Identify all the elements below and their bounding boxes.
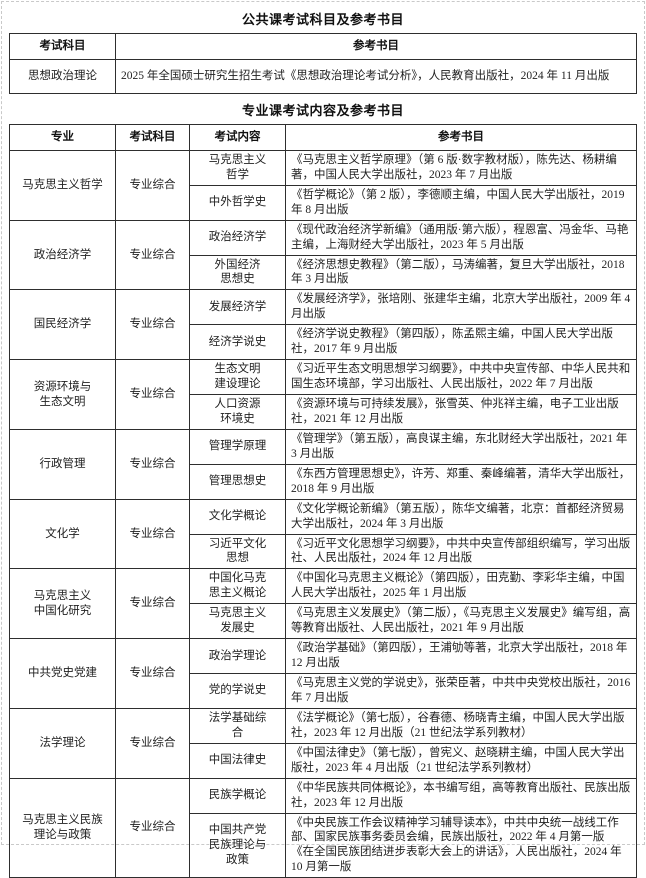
books-cell: 《东西方管理思想史》，许芳、郑重、秦峰编著，清华大学出版社，2018 年 9 月…: [285, 463, 637, 500]
exam-content-cell: 生态文明 建设理论: [189, 359, 286, 395]
major-cell: 资源环境与 生态文明: [9, 359, 116, 430]
exam-content-cell: 文化学概论: [189, 498, 286, 535]
major-cell: 国民经济学: [9, 289, 116, 361]
exam-content-cell: 管理思想史: [189, 463, 286, 500]
public-header-books: 参考书目: [115, 33, 637, 60]
major-cell: 法学理论: [9, 707, 116, 779]
exam-content-cell: 外国经济 思想史: [189, 254, 286, 291]
exam-content-cell: 经济学说史: [189, 324, 286, 361]
books-cell: 《文化学概论新编》（第五版），陈华文编著，北京：首都经济贸易大学出版社，2024…: [285, 498, 637, 535]
exam-content-cell: 人口资源 环境史: [189, 394, 286, 430]
exam-content-cell: 中外哲学史: [189, 184, 286, 221]
exam-subject-cell: 专业综合: [115, 428, 190, 500]
public-courses-table: 考试科目 参考书目 思想政治理论 2025 年全国硕士研究生招生考试《思想政治理论…: [9, 33, 637, 94]
major-cell: 文化学: [9, 498, 116, 570]
exam-content-cell: 民族学概论: [189, 777, 286, 814]
major-cell: 行政管理: [9, 428, 116, 500]
major-cell: 中共党史党建: [9, 638, 116, 709]
professional-courses-table: 专业 考试科目 考试内容 参考书目 马克思主义哲学 专业综合 马克思主义 哲学 《马克…: [9, 123, 637, 878]
books-cell: 《政治学基础》（第四版），王浦劬等著，北京大学出版社，2018 年 12 月出版: [285, 638, 637, 674]
books-cell: 《法学概论》（第七版），谷春德、杨晓青主编，中国人民大学出版社，2023 年 1…: [285, 707, 637, 744]
public-table-row: 思想政治理论 2025 年全国硕士研究生招生考试《思想政治理论考试分析》，人民教育…: [9, 58, 637, 94]
professional-table-header-row: 专业 考试科目 考试内容 参考书目: [9, 123, 637, 151]
exam-content-cell: 发展经济学: [189, 289, 286, 326]
professional-table-row: 外国经济 思想史 《经济思想史教程》（第二版），马涛编著，复旦大学出版社，2018…: [10, 254, 637, 291]
professional-header-books: 参考书目: [285, 123, 637, 151]
books-cell: 《马克思主义哲学原理》（第 6 版·数字教材版），陈先达、杨耕编著，中国人民大学…: [285, 149, 637, 186]
professional-table-row: 行政管理 专业综合 管理学原理 《管理学》（第五版），高良谋主编，东北财经大学出版社，…: [9, 428, 637, 500]
books-cell: 《中国法律史》（第七版），曾宪义、赵晓耕主编，中国人民大学出版社，2023 年 …: [285, 742, 637, 779]
exam-content-cell: 政治学理论: [189, 638, 286, 674]
books-cell: 《习近平生态文明思想学习纲要》，中共中央宣传部、中华人民共和国生态环境部，学习出…: [285, 359, 637, 395]
professional-table-row: 中外哲学史 《哲学概论》（第 2 版），李德顺主编，中国人民大学出版社，2019 …: [10, 184, 637, 221]
exam-content-cell: 中国法律史: [189, 742, 286, 779]
major-cell: 马克思主义 中国化研究: [9, 568, 116, 640]
professional-table-row: 人口资源 环境史 《资源环境与可持续发展》，张雪英、仲兆祥主编，电子工业出版社，2…: [10, 394, 637, 430]
professional-header-exam-content: 考试内容: [189, 123, 286, 151]
professional-table-row: 中共党史党建 专业综合 政治学理论 《政治学基础》（第四版），王浦劬等著，北京大学出版…: [9, 638, 637, 709]
exam-subject-cell: 专业综合: [115, 638, 190, 709]
books-cell: 《中国化马克思主义概论》（第四版），田克勤、李彩华主编，中国人民大学出版社，20…: [285, 568, 637, 605]
public-header-exam-subject: 考试科目: [9, 33, 116, 60]
exam-content-cell: 习近平文化 思想: [189, 533, 286, 570]
exam-content-cell: 中国化马克 思主义概论: [189, 568, 286, 605]
books-cell: 《马克思主义发展史》（第二版），《马克思主义发展史》编写组，高等教育出版社、人民…: [285, 603, 637, 640]
exam-subject-cell: 专业综合: [115, 359, 190, 430]
exam-subject-cell: 思想政治理论: [9, 58, 116, 94]
exam-content-cell: 政治经济学: [189, 219, 286, 256]
books-cell: 《经济思想史教程》（第二版），马涛编著，复旦大学出版社，2018 年 3 月出版: [285, 254, 637, 291]
exam-subject-cell: 专业综合: [115, 149, 190, 221]
exam-content-cell: 中国共产党 民族理论与 政策: [189, 812, 286, 878]
exam-subject-cell: 专业综合: [115, 289, 190, 361]
exam-content-cell: 管理学原理: [189, 428, 286, 465]
major-cell: 马克思主义哲学: [9, 149, 116, 221]
exam-subject-cell: 专业综合: [115, 707, 190, 779]
professional-table-row: 党的学说史 《马克思主义党的学说史》，张荣臣著，中共中央党校出版社，2016 年 …: [10, 673, 637, 709]
professional-courses-title: 专业课考试内容及参考书目: [241, 102, 404, 118]
books-cell: 2025 年全国硕士研究生招生考试《思想政治理论考试分析》，人民教育出版社，20…: [115, 58, 637, 94]
professional-table-row: 经济学说史 《经济学说史教程》（第四版），陈孟熙主编，中国人民大学出版社，2017…: [10, 324, 637, 361]
books-cell: 《习近平文化思想学习纲要》，中共中央宣传部组织编写，学习出版社、人民出版社，20…: [285, 533, 637, 570]
professional-header-major: 专业: [9, 123, 116, 151]
professional-table-row: 资源环境与 生态文明 专业综合 生态文明 建设理论 《习近平生态文明思想学习纲要》，中…: [9, 359, 637, 430]
professional-table-row: 马克思主义哲学 专业综合 马克思主义 哲学 《马克思主义哲学原理》（第 6 版·数字教…: [9, 149, 637, 221]
public-table-header-row: 考试科目 参考书目: [9, 33, 637, 60]
books-cell: 《经济学说史教程》（第四版），陈孟熙主编，中国人民大学出版社，2017 年 9 …: [285, 324, 637, 361]
exam-subject-cell: 专业综合: [115, 498, 190, 570]
exam-subject-cell: 专业综合: [115, 219, 190, 291]
major-cell: 政治经济学: [9, 219, 116, 291]
professional-table-row: 马克思主义 中国化研究 专业综合 中国化马克 思主义概论 《中国化马克思主义概论》（第…: [9, 568, 637, 640]
professional-table-row: 管理思想史 《东西方管理思想史》，许芳、郑重、秦峰编著，清华大学出版社，2018 …: [10, 463, 637, 500]
books-cell: 《中央民族工作会议精神学习辅导读本》，中共中央统一战线工作部、国家民族事务委员会…: [285, 812, 637, 878]
exam-content-cell: 党的学说史: [189, 673, 286, 709]
professional-table-row: 国民经济学 专业综合 发展经济学 《发展经济学》，张培刚、张建华主编，北京大学出版社，…: [9, 289, 637, 361]
professional-table-row: 政治经济学 专业综合 政治经济学 《现代政治经济学新编》（通用版·第六版），程恩富、冯…: [9, 219, 637, 291]
exam-content-cell: 马克思主义 哲学: [189, 149, 286, 186]
professional-table-row: 习近平文化 思想 《习近平文化思想学习纲要》，中共中央宣传部组织编写，学习出版社、…: [10, 533, 637, 570]
exam-content-cell: 法学基础综 合: [189, 707, 286, 744]
books-cell: 《管理学》（第五版），高良谋主编，东北财经大学出版社，2021 年 3 月出版: [285, 428, 637, 465]
books-cell: 《发展经济学》，张培刚、张建华主编，北京大学出版社，2009 年 4 月出版: [285, 289, 637, 326]
books-cell: 《马克思主义党的学说史》，张荣臣著，中共中央党校出版社，2016 年 7 月出版: [285, 673, 637, 709]
books-cell: 《现代政治经济学新编》（通用版·第六版），程恩富、冯金华、马艳主编，上海财经大学…: [285, 219, 637, 256]
professional-table-row: 法学理论 专业综合 法学基础综 合《法学概论》（第七版），谷春德、杨晓青主编，中国人…: [9, 707, 637, 779]
exam-subject-cell: 专业综合: [115, 777, 190, 878]
professional-table-row: 马克思主义民族 理论与政策 专业综合 民族学概论 《中华民族共同体概论》，本书编写组，…: [9, 777, 637, 878]
books-cell: 《哲学概论》（第 2 版），李德顺主编，中国人民大学出版社，2019 年 8 月…: [285, 184, 637, 221]
professional-header-exam-subject: 考试科目: [115, 123, 190, 151]
major-cell: 马克思主义民族 理论与政策: [9, 777, 116, 878]
professional-table-row: 文化学 专业综合 文化学概论 《文化学概论新编》（第五版），陈华文编著，北京：首都经济…: [9, 498, 637, 570]
public-courses-title: 公共课考试科目及参考书目: [241, 12, 404, 27]
exam-subject-cell: 专业综合: [115, 568, 190, 640]
books-cell: 《中华民族共同体概论》，本书编写组，高等教育出版社、民族出版社，2023 年 1…: [285, 777, 637, 814]
exam-content-cell: 马克思主义 发展史: [189, 603, 286, 640]
books-cell: 《资源环境与可持续发展》，张雪英、仲兆祥主编，电子工业出版社，2021 年 12…: [285, 394, 637, 430]
